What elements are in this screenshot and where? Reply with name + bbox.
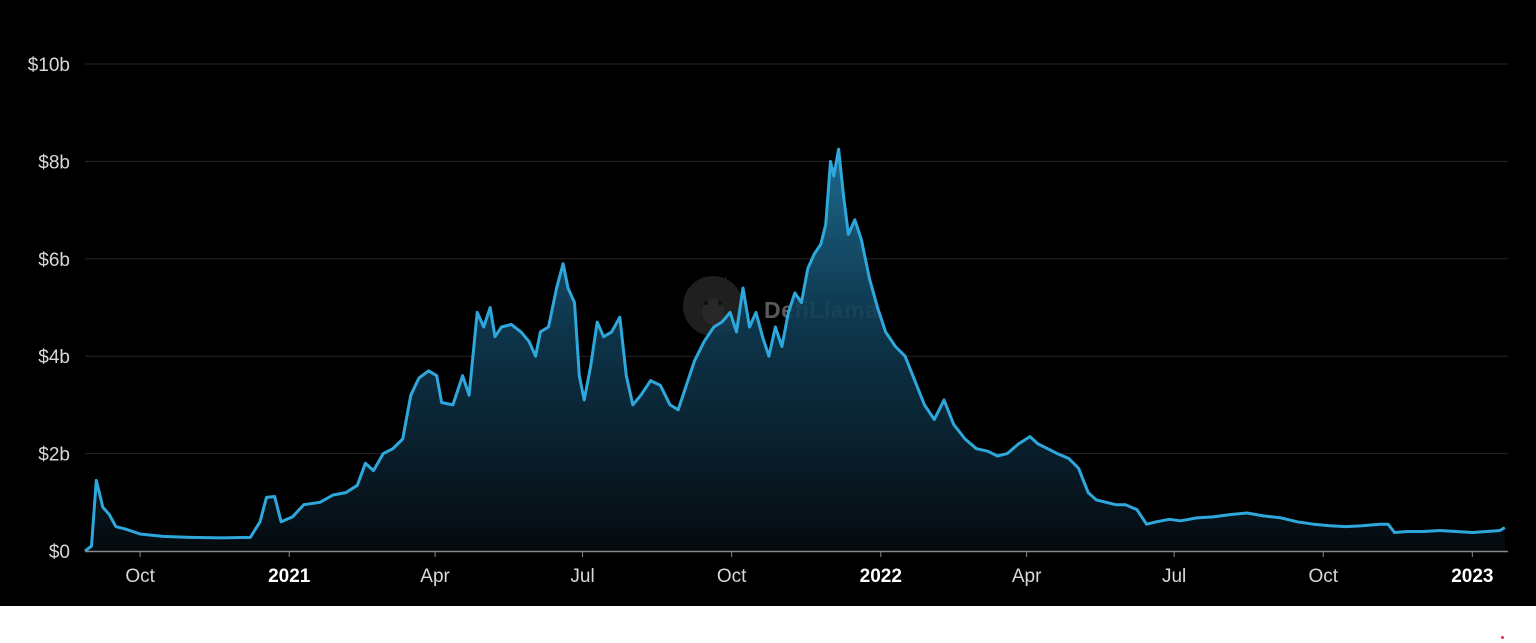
tvl-area-chart: $0$2b$4b$6b$8b$10b DefiLlama Oct2021AprJ… (28, 55, 1508, 587)
y-tick-label: $6b (38, 250, 70, 271)
x-tick-label: Apr (1012, 566, 1042, 587)
x-tick-label: Oct (1308, 566, 1338, 587)
corner-dot (1501, 636, 1504, 639)
y-tick-label: $8b (38, 152, 70, 173)
y-tick-label: $4b (38, 347, 70, 368)
grid-lines (85, 63, 1508, 455)
x-tick-label: 2022 (860, 566, 902, 587)
y-tick-label: $0 (49, 542, 70, 563)
tvl-series-line (84, 147, 1506, 553)
x-tick-label: 2023 (1451, 566, 1493, 587)
x-tick-label: Apr (420, 566, 450, 587)
tvl-area-fill (85, 149, 1505, 551)
x-tick-label: Oct (125, 566, 155, 587)
y-tick-label: $2b (38, 445, 70, 466)
chart-panel: $0$2b$4b$6b$8b$10b DefiLlama Oct2021AprJ… (0, 0, 1536, 606)
x-tick-label: 2021 (268, 566, 311, 587)
x-tick-label: Jul (570, 566, 594, 587)
y-tick-label: $10b (28, 55, 70, 76)
x-tick-label: Jul (1162, 566, 1186, 587)
x-axis: Oct 2021 Apr Jul Oct 2022 Apr Jul Oct 2023 (125, 551, 1493, 587)
y-axis: $0 $2b $4b $6b $8b $10b (28, 55, 70, 563)
x-tick-label: Oct (717, 566, 747, 587)
